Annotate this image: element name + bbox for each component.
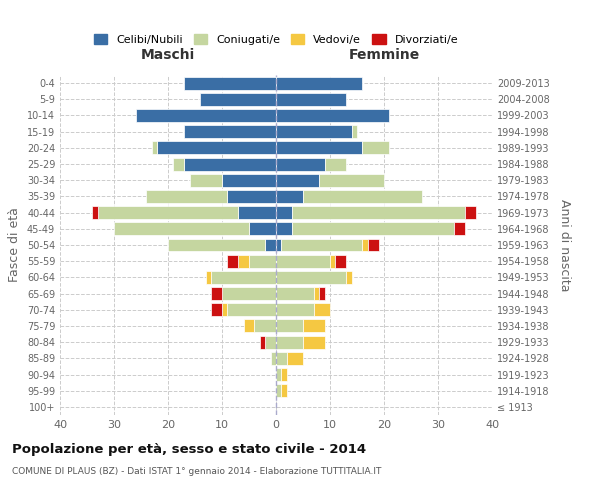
- Bar: [206, 271, 211, 284]
- Bar: [265, 238, 276, 252]
- Bar: [238, 254, 249, 268]
- Bar: [276, 93, 346, 106]
- Bar: [276, 190, 303, 203]
- Bar: [265, 336, 276, 348]
- Bar: [276, 368, 281, 381]
- Bar: [292, 222, 454, 235]
- Bar: [276, 174, 319, 186]
- Bar: [92, 206, 98, 219]
- Bar: [362, 238, 368, 252]
- Legend: Celibi/Nubili, Coniugati/e, Vedovi/e, Divorziati/e: Celibi/Nubili, Coniugati/e, Vedovi/e, Di…: [89, 30, 463, 49]
- Bar: [303, 336, 325, 348]
- Text: Popolazione per età, sesso e stato civile - 2014: Popolazione per età, sesso e stato civil…: [12, 442, 366, 456]
- Bar: [276, 271, 346, 284]
- Bar: [292, 206, 465, 219]
- Bar: [249, 254, 276, 268]
- Bar: [146, 190, 227, 203]
- Bar: [276, 304, 314, 316]
- Bar: [276, 287, 314, 300]
- Bar: [319, 287, 325, 300]
- Bar: [281, 384, 287, 397]
- Bar: [190, 174, 222, 186]
- Bar: [276, 320, 303, 332]
- Bar: [346, 271, 352, 284]
- Bar: [222, 174, 276, 186]
- Bar: [152, 142, 157, 154]
- Bar: [330, 254, 335, 268]
- Bar: [303, 320, 325, 332]
- Bar: [211, 287, 222, 300]
- Bar: [281, 368, 287, 381]
- Bar: [368, 238, 379, 252]
- Bar: [184, 76, 276, 90]
- Bar: [260, 336, 265, 348]
- Bar: [335, 254, 346, 268]
- Bar: [276, 206, 292, 219]
- Bar: [271, 352, 276, 365]
- Bar: [244, 320, 254, 332]
- Y-axis label: Fasce di età: Fasce di età: [8, 208, 21, 282]
- Bar: [276, 384, 281, 397]
- Bar: [276, 142, 362, 154]
- Bar: [254, 320, 276, 332]
- Text: COMUNE DI PLAUS (BZ) - Dati ISTAT 1° gennaio 2014 - Elaborazione TUTTITALIA.IT: COMUNE DI PLAUS (BZ) - Dati ISTAT 1° gen…: [12, 468, 382, 476]
- Bar: [325, 158, 346, 170]
- Bar: [222, 304, 227, 316]
- Bar: [200, 93, 276, 106]
- Bar: [227, 304, 276, 316]
- Bar: [168, 238, 265, 252]
- Bar: [276, 109, 389, 122]
- Bar: [314, 304, 330, 316]
- Bar: [211, 271, 276, 284]
- Bar: [276, 254, 330, 268]
- Bar: [314, 287, 319, 300]
- Bar: [352, 125, 357, 138]
- Bar: [276, 125, 352, 138]
- Bar: [276, 222, 292, 235]
- Bar: [287, 352, 303, 365]
- Bar: [362, 142, 389, 154]
- Bar: [114, 222, 249, 235]
- Bar: [281, 238, 362, 252]
- Bar: [276, 158, 325, 170]
- Bar: [276, 336, 303, 348]
- Bar: [303, 190, 422, 203]
- Bar: [276, 238, 281, 252]
- Text: Femmine: Femmine: [349, 48, 419, 62]
- Bar: [465, 206, 476, 219]
- Bar: [211, 304, 222, 316]
- Bar: [136, 109, 276, 122]
- Bar: [319, 174, 384, 186]
- Bar: [222, 287, 276, 300]
- Bar: [184, 158, 276, 170]
- Bar: [454, 222, 465, 235]
- Bar: [249, 222, 276, 235]
- Bar: [276, 76, 362, 90]
- Bar: [173, 158, 184, 170]
- Bar: [227, 190, 276, 203]
- Bar: [157, 142, 276, 154]
- Bar: [98, 206, 238, 219]
- Bar: [227, 254, 238, 268]
- Bar: [184, 125, 276, 138]
- Y-axis label: Anni di nascita: Anni di nascita: [558, 198, 571, 291]
- Bar: [238, 206, 276, 219]
- Text: Maschi: Maschi: [141, 48, 195, 62]
- Bar: [276, 352, 287, 365]
